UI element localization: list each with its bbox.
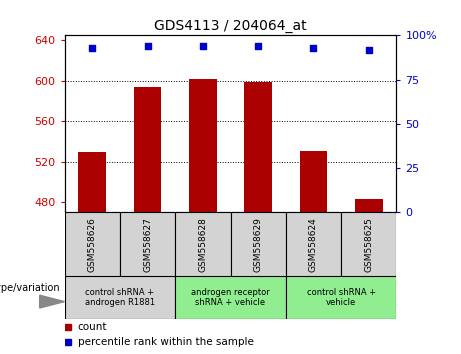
Polygon shape bbox=[40, 295, 65, 308]
Bar bbox=[175, 276, 286, 319]
Bar bbox=[355, 199, 383, 212]
Text: GSM558626: GSM558626 bbox=[88, 217, 97, 272]
Bar bbox=[286, 276, 396, 319]
Bar bbox=[300, 151, 327, 212]
Text: androgen receptor
shRNA + vehicle: androgen receptor shRNA + vehicle bbox=[191, 288, 270, 307]
Point bbox=[310, 45, 317, 51]
Title: GDS4113 / 204064_at: GDS4113 / 204064_at bbox=[154, 19, 307, 33]
Bar bbox=[78, 152, 106, 212]
Text: control shRNA +
androgen R1881: control shRNA + androgen R1881 bbox=[85, 288, 155, 307]
Text: percentile rank within the sample: percentile rank within the sample bbox=[78, 337, 254, 348]
Bar bbox=[134, 87, 161, 212]
Point bbox=[199, 43, 207, 49]
Bar bbox=[120, 212, 175, 276]
Bar bbox=[189, 79, 217, 212]
Text: GSM558624: GSM558624 bbox=[309, 217, 318, 272]
Point bbox=[89, 45, 96, 51]
Text: GSM558628: GSM558628 bbox=[198, 217, 207, 272]
Text: GSM558629: GSM558629 bbox=[254, 217, 263, 272]
Bar bbox=[175, 212, 230, 276]
Text: count: count bbox=[78, 321, 107, 332]
Text: GSM558625: GSM558625 bbox=[364, 217, 373, 272]
Bar bbox=[65, 276, 175, 319]
Point bbox=[254, 43, 262, 49]
Bar bbox=[286, 212, 341, 276]
Text: control shRNA +
vehicle: control shRNA + vehicle bbox=[307, 288, 376, 307]
Bar bbox=[230, 212, 286, 276]
Bar bbox=[65, 212, 120, 276]
Text: genotype/variation: genotype/variation bbox=[0, 283, 60, 293]
Bar bbox=[341, 212, 396, 276]
Text: GSM558627: GSM558627 bbox=[143, 217, 152, 272]
Bar bbox=[244, 82, 272, 212]
Point bbox=[144, 43, 151, 49]
Point bbox=[365, 47, 372, 52]
